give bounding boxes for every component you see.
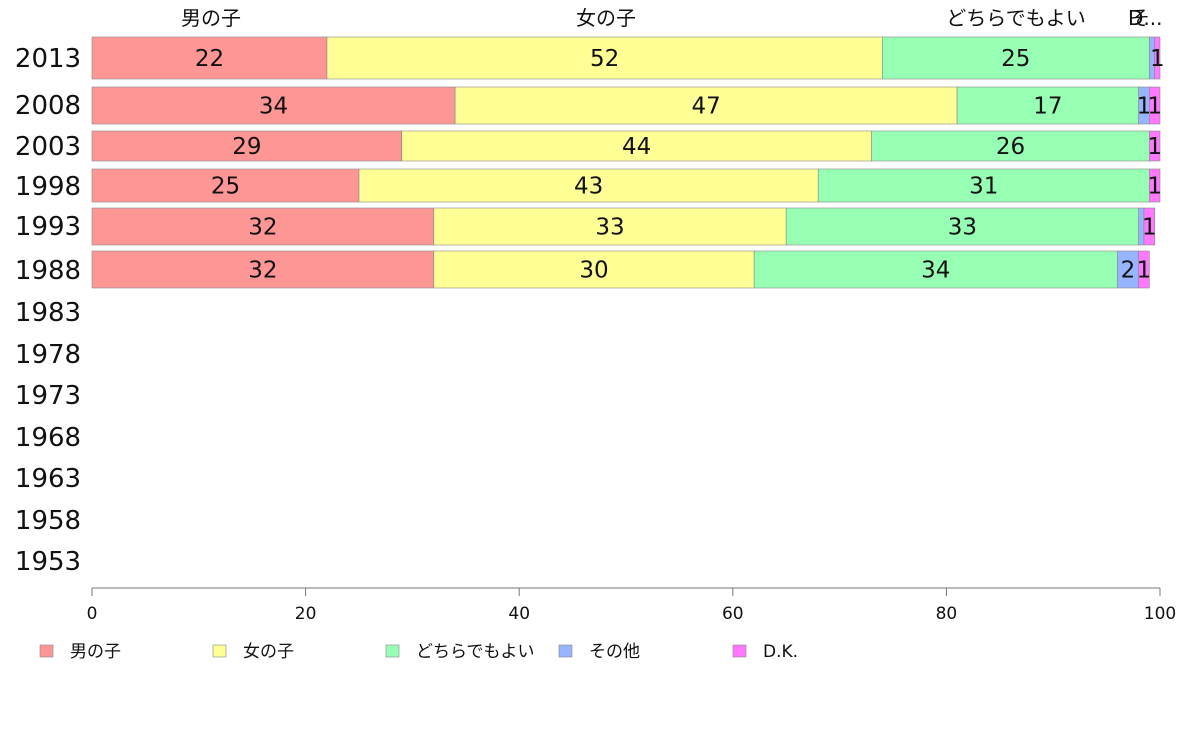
column-header-2: 女の子 xyxy=(576,6,636,30)
legend-swatch-2 xyxy=(212,644,227,658)
bar-label-1993-2: 33 xyxy=(595,215,624,241)
bar-segment-1988-2 xyxy=(433,250,755,289)
bar-segment-1998-5 xyxy=(1149,168,1161,203)
bar-label-1993-1: 32 xyxy=(248,215,277,241)
bar-label-2013-3: 25 xyxy=(1001,46,1030,72)
year-label-1988: 1988 xyxy=(15,256,81,286)
year-label-1983: 1983 xyxy=(15,298,81,328)
year-label-1963: 1963 xyxy=(15,464,81,494)
column-header-4: そ xyxy=(1130,6,1150,30)
bar-label-1993-5: 1 xyxy=(1142,215,1157,241)
bar-segment-2008-3 xyxy=(956,86,1139,125)
bar-label-1998-3: 31 xyxy=(969,174,998,200)
x-tick-label-80: 80 xyxy=(936,604,958,624)
bar-row-1993: 32 33 33 1 xyxy=(91,207,1157,246)
x-axis: 0 20 40 60 80 100 xyxy=(87,587,1176,624)
bar-segment-1993-2 xyxy=(433,207,787,246)
column-header-3: どちらでもよい xyxy=(946,6,1085,30)
legend-label-5: D.K. xyxy=(763,642,798,662)
x-tick-label-100: 100 xyxy=(1144,604,1176,624)
bar-row-2013: 22 52 25 1 xyxy=(91,36,1165,80)
legend-swatch-1 xyxy=(39,644,54,658)
legend-label-2: 女の子 xyxy=(243,642,294,662)
bar-row-1998: 25 43 31 1 xyxy=(91,168,1162,203)
bar-label-1993-3: 33 xyxy=(948,215,977,241)
year-label-1973: 1973 xyxy=(15,381,81,411)
legend-swatch-4 xyxy=(558,644,573,658)
bar-segment-1998-1 xyxy=(91,168,360,203)
year-label-1998: 1998 xyxy=(15,172,81,202)
bar-segment-2003-3 xyxy=(871,130,1150,162)
x-tick-label-40: 40 xyxy=(508,604,530,624)
bar-segment-1988-3 xyxy=(753,250,1118,289)
year-label-2008: 2008 xyxy=(15,91,81,121)
bar-segment-2013-2 xyxy=(326,36,883,80)
bar-segment-1993-1 xyxy=(91,207,435,246)
bar-segment-2008-5 xyxy=(1149,86,1161,125)
bar-segment-1998-3 xyxy=(817,168,1150,203)
bar-segment-1998-2 xyxy=(358,168,819,203)
bar-label-2003-2: 44 xyxy=(622,134,651,160)
bar-segment-2008-1 xyxy=(91,86,456,125)
year-label-2013: 2013 xyxy=(15,44,81,74)
year-label-2003: 2003 xyxy=(15,132,81,162)
bar-segment-1988-5 xyxy=(1138,250,1150,289)
bar-segment-2003-1 xyxy=(91,130,403,162)
legend: 男の子 女の子 どちらでもよい その他 D.K. xyxy=(39,642,798,662)
year-label-1953: 1953 xyxy=(15,547,81,577)
bar-segment-1988-1 xyxy=(91,250,435,289)
bar-segment-2013-5 xyxy=(1154,36,1161,80)
bar-label-2013-1: 22 xyxy=(195,46,224,72)
legend-label-1: 男の子 xyxy=(70,642,121,662)
bar-label-2008-2: 47 xyxy=(691,94,720,120)
bar-segment-2003-5 xyxy=(1149,130,1161,162)
bar-label-1988-5: 1 xyxy=(1137,258,1152,284)
bar-segment-1993-5 xyxy=(1143,207,1155,246)
bar-label-1988-2: 30 xyxy=(579,258,608,284)
year-axis-labels: 2013 2008 2003 1998 1993 1988 1983 1978 1973 1968… xyxy=(15,44,81,577)
bar-label-1998-1: 25 xyxy=(211,174,240,200)
year-label-1978: 1978 xyxy=(15,340,81,370)
x-tick-label-0: 0 xyxy=(87,604,98,624)
bar-label-2008-4: 1 xyxy=(1137,94,1152,120)
bar-label-2008-5: 1 xyxy=(1147,94,1162,120)
year-label-1958: 1958 xyxy=(15,506,81,536)
bar-row-2003: 29 44 26 1 xyxy=(91,130,1162,162)
bar-label-2003-5: 1 xyxy=(1147,134,1162,160)
bar-label-2013-5: 1 xyxy=(1150,46,1165,72)
bar-label-1988-3: 34 xyxy=(921,258,950,284)
bar-segment-2008-2 xyxy=(454,86,958,125)
year-label-1968: 1968 xyxy=(15,423,81,453)
year-label-1993: 1993 xyxy=(15,212,81,242)
bar-segment-2003-2 xyxy=(401,130,872,162)
legend-label-4: その他 xyxy=(589,642,640,662)
bar-label-2013-2: 52 xyxy=(590,46,619,72)
bar-label-2008-3: 17 xyxy=(1033,94,1062,120)
bar-label-2003-1: 29 xyxy=(232,134,261,160)
legend-swatch-5 xyxy=(732,644,747,658)
bar-row-2008: 34 47 17 11 xyxy=(91,86,1162,125)
column-header-1: 男の子 xyxy=(181,6,241,30)
bar-label-2003-3: 26 xyxy=(996,134,1025,160)
x-tick-label-60: 60 xyxy=(722,604,744,624)
legend-label-3: どちらでもよい xyxy=(416,642,535,662)
legend-swatch-3 xyxy=(385,644,400,658)
x-tick-label-20: 20 xyxy=(295,604,317,624)
bar-label-1988-4: 2 xyxy=(1121,258,1136,284)
bar-label-1988-1: 32 xyxy=(248,258,277,284)
bar-label-1998-2: 43 xyxy=(574,174,603,200)
bar-label-1998-5: 1 xyxy=(1147,174,1162,200)
bar-row-1988: 32 30 34 2 1 xyxy=(91,250,1152,289)
column-header-5: D... xyxy=(1128,6,1162,30)
bar-label-2008-1: 34 xyxy=(259,94,288,120)
bar-segment-1993-3 xyxy=(785,207,1139,246)
column-headers: 男の子 女の子 どちらでもよい そD... xyxy=(181,6,1162,30)
